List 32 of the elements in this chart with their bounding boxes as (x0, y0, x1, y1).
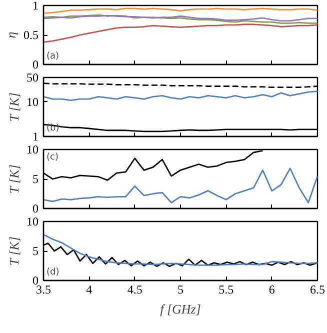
y-tick-label: 1 (32, 0, 38, 12)
line-series (44, 24, 318, 43)
y-axis-title: T [K] (6, 164, 22, 194)
annotation: (c) (46, 152, 58, 162)
y-tick-label: 5 (32, 172, 38, 186)
y-tick-label: 0 (32, 58, 38, 72)
y-tick-label: 50 (26, 70, 38, 84)
x-tick-label: 5 (178, 282, 184, 296)
line-series (44, 168, 318, 204)
y-tick-label: 0.5 (24, 28, 38, 42)
y-axis-title: η (4, 32, 18, 38)
x-tick-label: 4 (86, 282, 92, 296)
y-tick-label: 5 (32, 244, 38, 258)
x-tick-label: 4.5 (127, 282, 142, 296)
y-tick-label: 0 (32, 274, 38, 288)
x-axis-title: f [GHz] (160, 302, 201, 316)
x-tick-label: 5.5 (218, 282, 234, 296)
y-tick-label: 10 (26, 142, 38, 156)
annotation: (a) (46, 52, 60, 62)
annotation: (b) (46, 124, 60, 134)
y-axis-title: T [K] (6, 92, 22, 122)
y-tick-label: 0 (32, 202, 38, 216)
y-axis-title: T [K] (6, 236, 22, 266)
y-tick-label: 10 (26, 94, 38, 109)
line-series (44, 234, 318, 266)
x-tick-label: 3.5 (36, 282, 51, 296)
x-tick-label: 6.5 (310, 282, 325, 296)
line-series (44, 90, 318, 102)
y-tick-label: 10 (26, 214, 38, 228)
y-tick-label: 1 (32, 130, 38, 144)
x-tick-label: 6 (268, 282, 275, 296)
annotation: (d) (46, 268, 60, 278)
